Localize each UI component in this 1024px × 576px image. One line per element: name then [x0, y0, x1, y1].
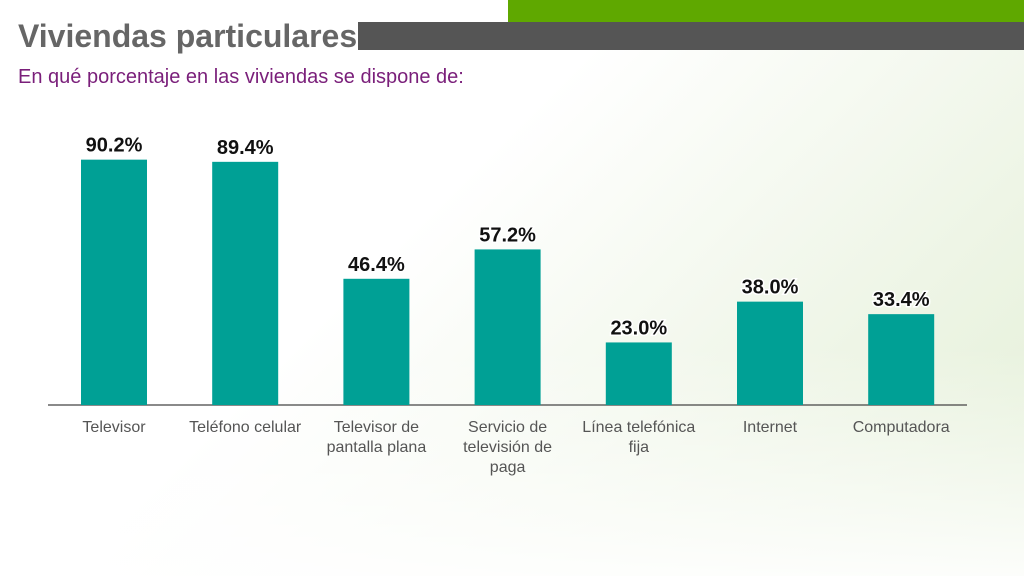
- value-label-0: 90.2%: [86, 135, 143, 157]
- category-label-line: televisión de: [463, 439, 552, 456]
- category-label-line: Servicio de: [468, 419, 547, 436]
- bar-0: [81, 159, 147, 405]
- category-label-6: Computadora: [853, 419, 950, 436]
- category-label-line: Internet: [743, 419, 798, 436]
- value-label-3: 57.2%: [479, 224, 536, 246]
- bar-2: [343, 278, 410, 405]
- value-label-4: 23.0%: [610, 317, 667, 339]
- category-label-line: Computadora: [853, 419, 950, 436]
- category-label-0: Televisor: [82, 419, 146, 436]
- category-label-1: Teléfono celular: [189, 419, 302, 436]
- value-label-2: 46.4%: [348, 254, 405, 276]
- value-label-5: 38.0%: [742, 277, 799, 299]
- bar-1: [212, 161, 279, 405]
- category-label-4: Línea telefónica fija: [582, 419, 695, 456]
- page-subtitle: En qué porcentaje en las viviendas se di…: [18, 66, 464, 88]
- category-label-line: Teléfono celular: [189, 419, 302, 436]
- category-label-line: Línea telefónica: [582, 419, 695, 436]
- category-label-line: paga: [490, 459, 526, 476]
- category-label-line: Televisor: [82, 419, 146, 436]
- category-label-line: pantalla plana: [327, 439, 427, 456]
- header-gray-bar: [358, 22, 1024, 50]
- category-label-2: Televisor de pantalla plana: [327, 419, 427, 456]
- category-label-5: Internet: [743, 419, 798, 436]
- category-label-line: fija: [629, 439, 650, 456]
- value-label-1: 89.4%: [217, 137, 274, 159]
- header-accent-bar: [508, 0, 1024, 22]
- bar-6: [868, 314, 935, 405]
- value-label-6: 33.4%: [873, 289, 930, 311]
- bar-3: [474, 249, 541, 405]
- category-label-line: Televisor de: [334, 419, 419, 436]
- bar-4: [605, 342, 672, 405]
- category-label-3: Servicio de televisión de paga: [463, 419, 552, 476]
- page-title: Viviendas particulares: [18, 18, 358, 54]
- bar-5: [737, 301, 803, 405]
